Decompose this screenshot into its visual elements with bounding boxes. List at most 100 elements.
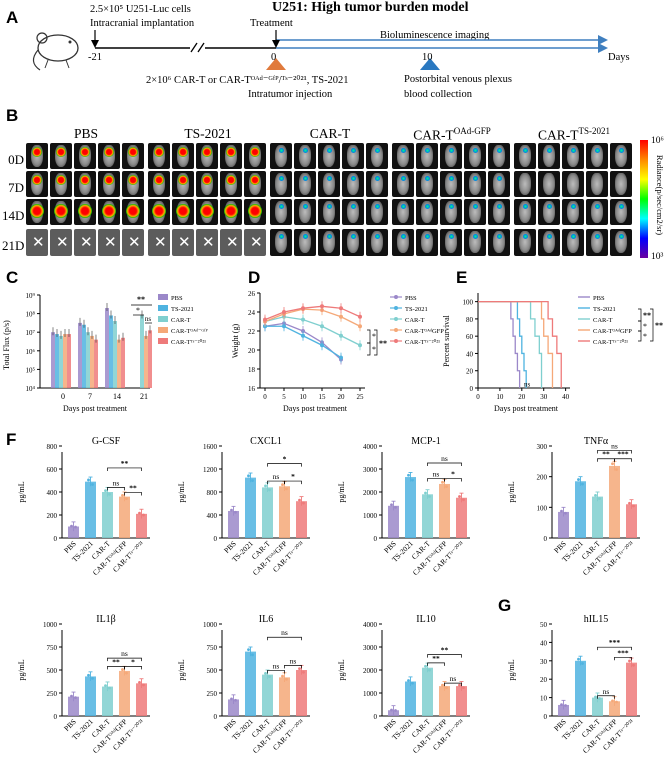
data-point bbox=[138, 680, 141, 684]
bar bbox=[63, 334, 67, 388]
data-point bbox=[74, 525, 77, 529]
bli-tile bbox=[172, 199, 194, 225]
chart-title: CXCL1 bbox=[250, 436, 282, 447]
bli-tile bbox=[342, 229, 364, 256]
mouse-image bbox=[347, 201, 359, 223]
sig-label: ** bbox=[129, 483, 137, 492]
bli-signal bbox=[400, 204, 406, 209]
sig-label: ns bbox=[113, 478, 120, 487]
legend-swatch bbox=[158, 294, 168, 300]
bli-signal bbox=[472, 148, 478, 153]
bar bbox=[558, 511, 569, 538]
bli-signal bbox=[522, 204, 528, 209]
bli-signal bbox=[522, 234, 528, 239]
x-tick-label: 30 bbox=[540, 393, 548, 401]
bli-tile bbox=[26, 199, 48, 225]
cytokine-chart-2: MCP-140003000200010000pg/mLPBSTS-2021CAR… bbox=[337, 436, 470, 577]
y-tick-label: 4000 bbox=[363, 621, 378, 629]
panel-label-g: G bbox=[498, 596, 512, 615]
y-tick-label: 2000 bbox=[363, 489, 378, 497]
cytokine-charts: G-CSF8006004002000pg/mLPBSTS-2021CAR-TCA… bbox=[17, 436, 640, 755]
data-point bbox=[611, 699, 614, 703]
mouse-image bbox=[275, 173, 287, 195]
data-point bbox=[577, 478, 580, 481]
data-point bbox=[445, 485, 448, 489]
bli-signal bbox=[472, 204, 478, 209]
data-point bbox=[458, 683, 461, 687]
bli-tile bbox=[586, 143, 608, 169]
mouse-image bbox=[519, 173, 531, 195]
bli-tile bbox=[610, 199, 632, 225]
data-point bbox=[390, 503, 393, 507]
data-point bbox=[121, 668, 124, 671]
bar bbox=[94, 339, 98, 388]
data-point bbox=[581, 662, 584, 665]
bli-tile bbox=[342, 171, 364, 197]
bli-signal bbox=[594, 234, 600, 239]
sig-label: ns bbox=[603, 687, 610, 696]
bli-tile bbox=[50, 171, 72, 197]
bar bbox=[439, 483, 450, 538]
mouse-image bbox=[519, 145, 531, 167]
bli-tile bbox=[562, 171, 584, 197]
bli-signal bbox=[570, 234, 576, 239]
bli-tile bbox=[342, 143, 364, 169]
data-point bbox=[282, 310, 286, 314]
y-tick-label: 200 bbox=[47, 512, 58, 520]
data-point bbox=[615, 468, 618, 471]
bar bbox=[575, 481, 586, 538]
sig-bracket bbox=[638, 320, 642, 332]
y-tick-label: 200 bbox=[537, 474, 548, 482]
mouse-image bbox=[591, 201, 603, 223]
mouse-image bbox=[299, 145, 311, 167]
sig-bracket bbox=[638, 308, 642, 322]
bar bbox=[102, 492, 113, 538]
data-point bbox=[407, 679, 410, 682]
data-point bbox=[358, 343, 362, 348]
mouse-image bbox=[347, 173, 359, 195]
chart-title: IL1β bbox=[96, 614, 116, 625]
data-point bbox=[611, 462, 614, 466]
dead-mark: ✕ bbox=[56, 233, 69, 251]
bli-tile bbox=[50, 199, 72, 225]
chart-title: G-CSF bbox=[92, 436, 121, 447]
bar bbox=[148, 330, 152, 388]
x-axis-label: Days post treatment bbox=[63, 404, 128, 413]
bar bbox=[68, 526, 79, 538]
survival-curve bbox=[478, 300, 543, 388]
y-tick-label: 40 bbox=[466, 350, 474, 358]
bli-tile bbox=[244, 199, 266, 225]
bar bbox=[51, 332, 55, 388]
bli-tile: ✕ bbox=[74, 229, 96, 256]
sig-bracket bbox=[124, 492, 142, 496]
injection-line2: Intratumor injection bbox=[248, 89, 333, 100]
sig-label: ns bbox=[611, 441, 618, 450]
bar bbox=[102, 686, 113, 716]
bli-tile bbox=[610, 171, 632, 197]
bli-tile bbox=[294, 229, 316, 256]
bioluminescence-label: Bioluminescence imaging bbox=[380, 30, 490, 41]
legend-marker bbox=[394, 328, 398, 332]
mouse-image bbox=[421, 201, 433, 223]
y-tick-label: 250 bbox=[207, 690, 218, 698]
data-point bbox=[598, 497, 601, 501]
y-tick-label: 10⁴ bbox=[26, 385, 36, 393]
data-point bbox=[298, 667, 301, 671]
bli-tile: ✕ bbox=[196, 229, 218, 256]
cytokine-chart-3: TNFα3002001000pg/mLPBSTS-2021CAR-TCAR-Tᴼ… bbox=[507, 436, 640, 577]
bli-signal bbox=[570, 148, 576, 153]
dead-mark: ✕ bbox=[250, 233, 263, 251]
dead-mark: ✕ bbox=[104, 233, 117, 251]
x-tick-label: 20 bbox=[338, 393, 346, 401]
data-point bbox=[230, 508, 233, 512]
bar bbox=[558, 704, 569, 716]
bar bbox=[85, 676, 96, 716]
bar bbox=[279, 486, 290, 538]
bar bbox=[82, 324, 86, 388]
mouse-image bbox=[469, 173, 481, 195]
data-point bbox=[268, 488, 271, 492]
bli-signal bbox=[496, 234, 502, 239]
mouse-image bbox=[299, 173, 311, 195]
bli-tile bbox=[440, 143, 462, 169]
bli-signal bbox=[302, 234, 308, 239]
